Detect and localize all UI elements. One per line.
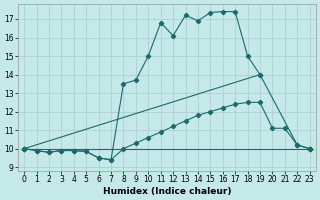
X-axis label: Humidex (Indice chaleur): Humidex (Indice chaleur) (103, 187, 231, 196)
